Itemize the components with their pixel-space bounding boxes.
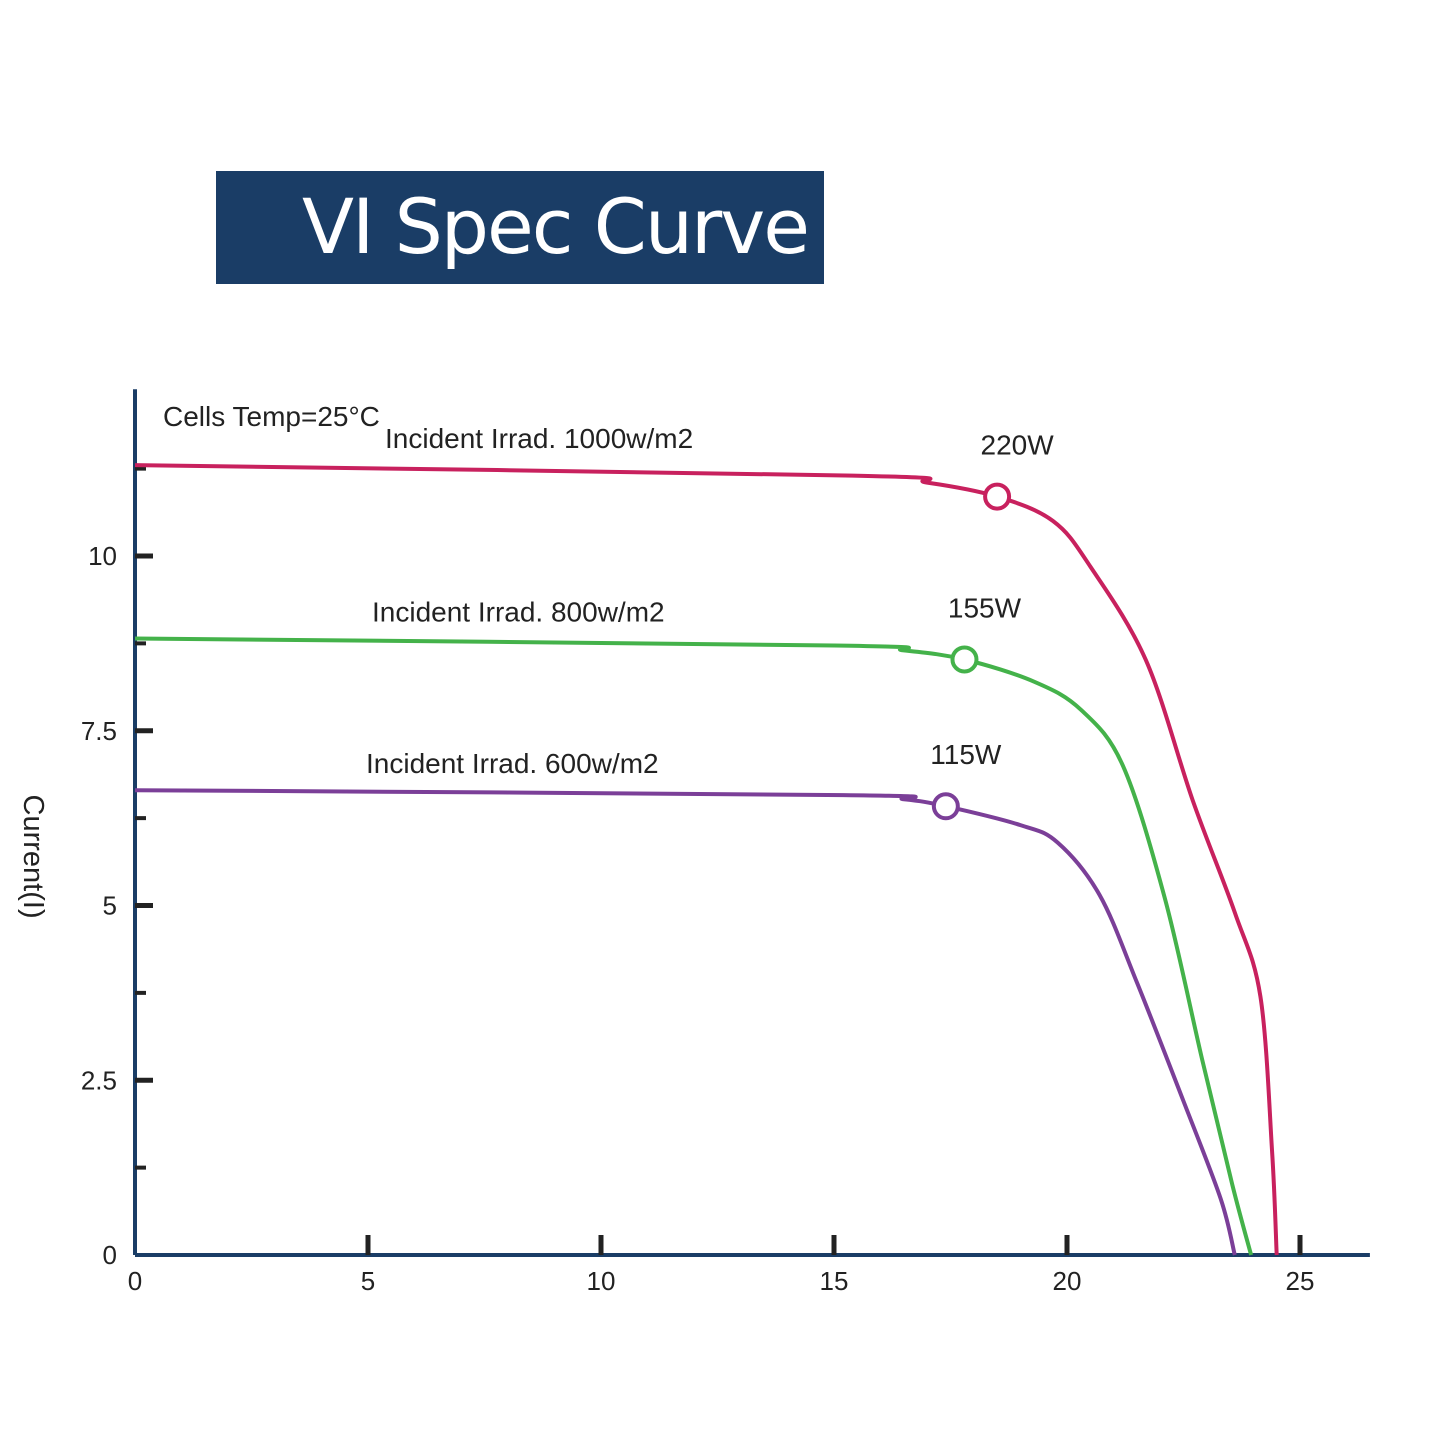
x-tick-label: 15 [820, 1266, 849, 1296]
y-tick-label: 7.5 [81, 716, 117, 746]
x-tick-label: 0 [128, 1266, 142, 1296]
series-line [134, 463, 1279, 1256]
series-line [134, 636, 1254, 1256]
y-tick-label: 2.5 [81, 1065, 117, 1095]
series-name-label: Incident Irrad. 800w/m2 [372, 596, 665, 627]
y-tick-label: 0 [103, 1240, 117, 1270]
series-name-label: Incident Irrad. 600w/m2 [366, 748, 659, 779]
chart-title: VI Spec Curve [302, 182, 810, 271]
x-tick-label: 5 [361, 1266, 375, 1296]
y-tick-label: 10 [88, 541, 117, 571]
y-tick-label: 5 [103, 891, 117, 921]
peak-power-label: 115W [930, 739, 1002, 770]
cells-temp-annotation: Cells Temp=25°C [163, 401, 380, 432]
axes: 0 2.5 5 7.5 10 0 5 10 15 20 25 Current(I) [17, 389, 1370, 1296]
peak-marker [983, 482, 1012, 511]
series-name-label: Incident Irrad. 1000w/m2 [385, 423, 693, 454]
title-banner: VI Spec Curve [216, 171, 824, 284]
x-tick-label: 20 [1053, 1266, 1082, 1296]
peak-marker [950, 645, 979, 674]
series-line [134, 788, 1237, 1256]
peak-marker [931, 792, 960, 821]
x-tick-label: 10 [587, 1266, 616, 1296]
x-tick-label: 25 [1286, 1266, 1315, 1296]
peak-power-label: 155W [948, 592, 1022, 623]
peak-power-label: 220W [981, 430, 1055, 461]
series-layer [134, 463, 1279, 1256]
y-axis-title: Current(I) [17, 795, 49, 919]
labels: Cells Temp=25°C 220W Incident Irrad. 1000w… [163, 401, 1054, 779]
